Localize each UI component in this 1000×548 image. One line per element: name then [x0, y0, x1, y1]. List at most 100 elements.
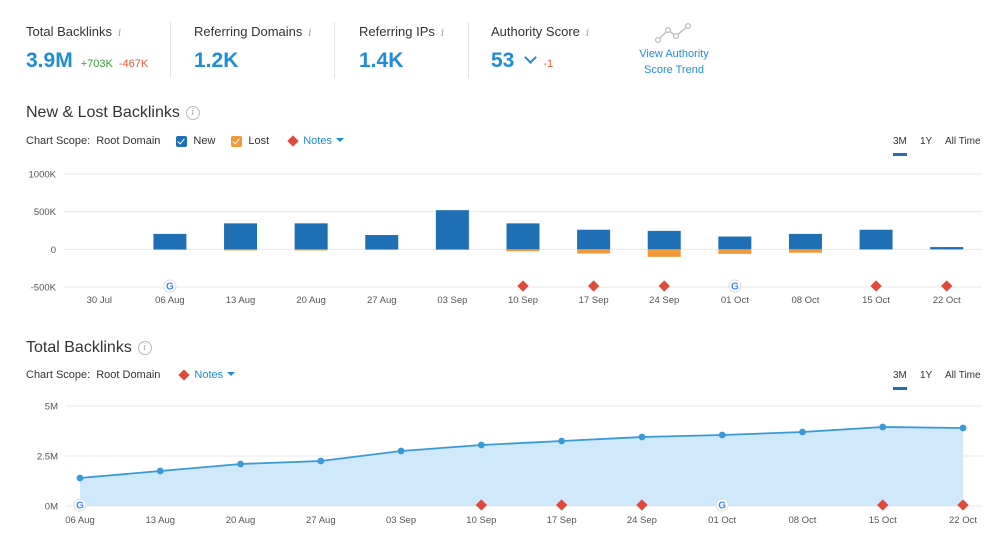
- diamond-note-icon: [941, 280, 953, 292]
- x-tick-label: 22 Oct: [949, 515, 977, 526]
- tab-3m[interactable]: 3M: [893, 370, 907, 381]
- x-tick-label: 01 Oct: [721, 295, 749, 306]
- notes-label: Notes: [194, 369, 224, 381]
- kpi-referring-ips[interactable]: Referring IPs i 1.4K: [359, 24, 444, 73]
- x-tick-label: 20 Aug: [296, 295, 326, 306]
- bar-new: [435, 210, 469, 250]
- x-tick-label: 30 Jul: [87, 295, 112, 306]
- chart-scope-label: Chart Scope:: [26, 369, 91, 381]
- data-point: [799, 428, 806, 436]
- data-point: [237, 460, 244, 468]
- bar-new: [365, 235, 399, 250]
- diamond-note-icon: [587, 280, 600, 292]
- notes-dropdown[interactable]: Notes: [194, 369, 236, 381]
- tab-3m[interactable]: 3M: [893, 136, 907, 147]
- kpi-authority-score-label: Authority Score: [491, 24, 580, 39]
- data-point: [477, 441, 485, 449]
- x-tick-label: 24 Sep: [627, 515, 657, 526]
- bar-new: [647, 230, 681, 250]
- diamond-note-icon: [517, 280, 529, 292]
- y-tick-label: 0: [51, 245, 56, 256]
- x-tick-label: 15 Oct: [869, 515, 897, 526]
- kpi-total-backlinks[interactable]: Total Backlinks i 3.9M +703K -467K: [26, 24, 148, 73]
- bar-lost: [153, 249, 187, 251]
- new-lost-backlinks-title: New & Lost Backlinks i: [26, 104, 200, 122]
- tab-all-time[interactable]: All Time: [945, 370, 981, 381]
- new-lost-backlinks-chart[interactable]: 1000K 500K 0 -500K 30 Jul 06 Aug 13 Aug 20 Aug 2…: [0, 160, 1000, 310]
- kpi-total-backlinks-value[interactable]: 3.9M: [26, 49, 73, 72]
- legend-new-label[interactable]: New: [193, 135, 216, 147]
- legend-lost-checkbox[interactable]: [231, 135, 243, 147]
- x-tick-label: 13 Aug: [145, 515, 175, 526]
- bar-lost: [647, 249, 681, 257]
- x-tick-label: 06 Aug: [155, 295, 185, 306]
- kpi-row: Total Backlinks i 3.9M +703K -467K Referr…: [0, 0, 1000, 90]
- legend-new-checkbox[interactable]: [176, 135, 188, 147]
- tab-1y[interactable]: 1Y: [920, 136, 933, 147]
- google-g-icon-bg: [73, 498, 87, 512]
- trend-link-line1[interactable]: View Authority: [639, 48, 709, 60]
- google-g-icon-bg: [728, 279, 742, 293]
- x-tick-label: 15 Oct: [862, 295, 890, 306]
- data-point: [397, 447, 405, 455]
- bar-new: [153, 233, 187, 250]
- kpi-referring-ips-label: Referring IPs: [359, 24, 435, 39]
- info-icon[interactable]: i: [117, 28, 122, 39]
- info-icon[interactable]: i: [185, 106, 200, 120]
- google-g-icon: G: [718, 501, 726, 512]
- bar-lost: [788, 249, 822, 253]
- kpi-referring-ips-value[interactable]: 1.4K: [359, 49, 404, 72]
- bar-lost: [435, 249, 469, 251]
- kpi-label: Total Backlinks i: [26, 24, 148, 39]
- trend-line-icon: [654, 22, 692, 44]
- y-tick-label: 500K: [34, 207, 57, 218]
- active-tab-indicator: [893, 387, 907, 390]
- tab-all-time[interactable]: All Time: [945, 136, 981, 147]
- bar-lost: [506, 249, 540, 252]
- info-icon[interactable]: i: [308, 28, 312, 39]
- section2-title-text: Total Backlinks: [26, 339, 132, 356]
- data-point: [76, 474, 84, 482]
- kpi-authority-score-value[interactable]: 53: [491, 49, 515, 72]
- data-point: [959, 424, 967, 432]
- section1-title-text: New & Lost Backlinks: [26, 104, 180, 121]
- y-tick-label: -500K: [31, 283, 57, 294]
- x-tick-label: 27 Aug: [367, 295, 397, 306]
- kpi-total-backlinks-delta-neg[interactable]: -467K: [118, 58, 149, 70]
- diamond-note-icon: [658, 280, 670, 292]
- kpi-referring-domains[interactable]: Referring Domains i 1.2K: [194, 24, 312, 73]
- total-backlinks-chart[interactable]: 5M 2.5M 0M 06 Aug 13 Aug 20 Aug 27 Aug 03 Sep 10…: [0, 395, 1000, 530]
- chart-scope-value[interactable]: Root Domain: [96, 369, 161, 381]
- x-tick-label: 17 Sep: [579, 295, 609, 306]
- kpi-total-backlinks-delta-pos[interactable]: +703K: [80, 58, 113, 70]
- info-icon[interactable]: i: [585, 28, 590, 39]
- kpi-authority-score-delta: -1: [543, 58, 554, 70]
- kpi-referring-domains-value[interactable]: 1.2K: [194, 49, 239, 72]
- y-tick-label: 2.5M: [37, 452, 58, 463]
- x-tick-label: 24 Sep: [649, 295, 679, 306]
- info-icon[interactable]: i: [440, 28, 445, 39]
- trend-link-line2[interactable]: Score Trend: [644, 64, 704, 76]
- data-point: [879, 423, 887, 431]
- chevron-down-icon[interactable]: [524, 51, 538, 64]
- total-backlinks-title: Total Backlinks i: [26, 339, 152, 357]
- bar-new: [930, 247, 964, 250]
- notes-dropdown[interactable]: Notes: [303, 135, 344, 147]
- chart-scope-row: Chart Scope: Root Domain Notes: [26, 369, 241, 381]
- y-tick-label: 5M: [45, 402, 58, 413]
- tab-1y[interactable]: 1Y: [920, 370, 933, 381]
- divider: [170, 22, 171, 78]
- diamond-note-icon: [178, 369, 191, 381]
- diamond-note-icon: [287, 135, 299, 147]
- google-g-icon: G: [166, 282, 174, 293]
- info-icon[interactable]: i: [137, 341, 152, 355]
- kpi-label: Referring Domains i: [194, 24, 312, 39]
- bar-new: [294, 223, 328, 250]
- kpi-authority-score[interactable]: Authority Score i 53 -1: [491, 24, 589, 73]
- view-authority-score-trend-link[interactable]: View Authority Score Trend: [624, 22, 724, 78]
- kpi-total-backlinks-label: Total Backlinks: [26, 24, 112, 39]
- legend-lost-label[interactable]: Lost: [248, 135, 270, 147]
- bar-lost: [718, 249, 752, 254]
- chart-scope-value[interactable]: Root Domain: [96, 135, 161, 147]
- data-point: [317, 457, 325, 465]
